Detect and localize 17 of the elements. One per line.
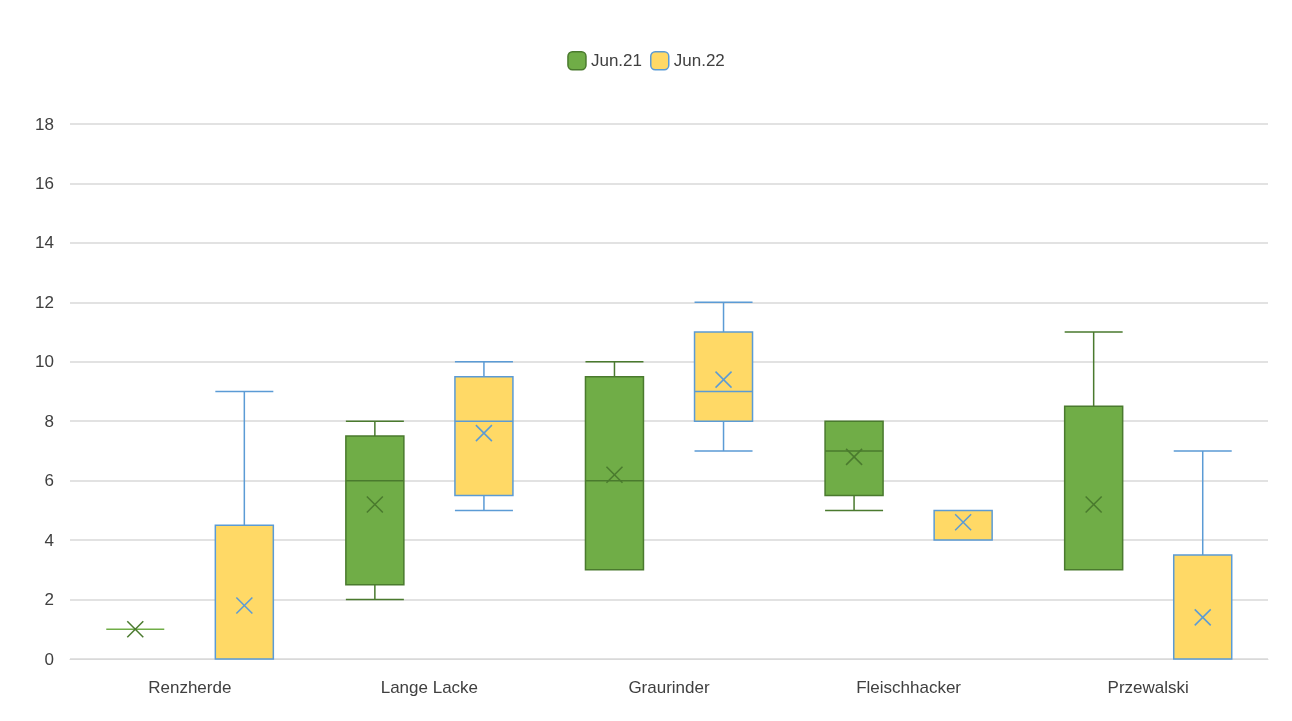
y-tick-label: 14	[35, 233, 54, 253]
x-tick-label: Graurinder	[628, 678, 710, 697]
y-tick-label: 8	[44, 411, 54, 431]
x-tick-label: Renzherde	[148, 678, 232, 697]
y-tick-label: 18	[35, 114, 54, 134]
x-tick-label: Lange Lacke	[380, 678, 479, 697]
legend-label: Jun.21	[590, 51, 643, 71]
y-tick-label: 2	[44, 590, 54, 610]
y-tick-label: 16	[35, 173, 54, 193]
legend-label: Jun.22	[673, 51, 725, 71]
y-tick-label: 0	[44, 649, 54, 669]
y-tick-label: 4	[44, 530, 54, 550]
y-tick-label: 12	[35, 292, 54, 312]
y-tick-label: 6	[44, 471, 54, 491]
x-tick-label: Przewalski	[1107, 678, 1189, 697]
x-tick-label: Fleischhacker	[856, 678, 962, 697]
y-tick-label: 10	[35, 352, 54, 372]
